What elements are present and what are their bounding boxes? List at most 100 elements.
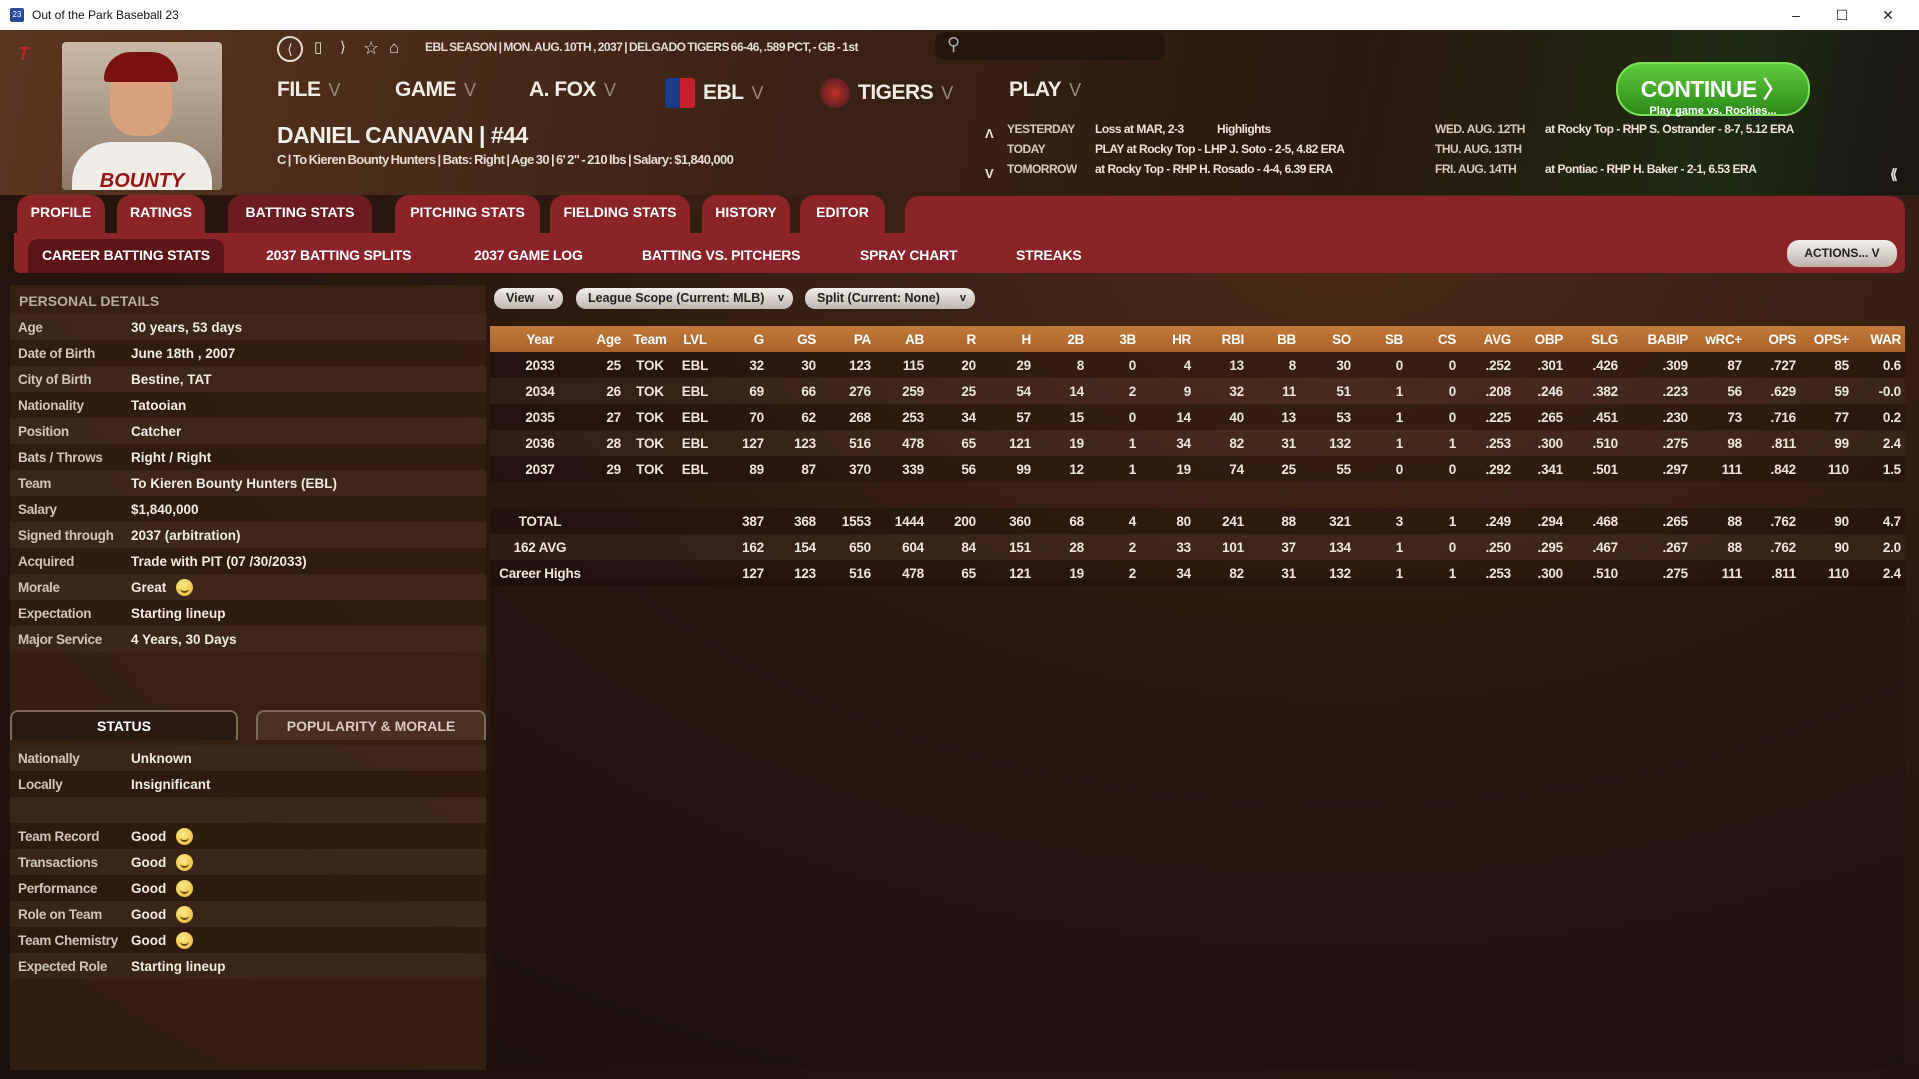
- column-header[interactable]: Team: [625, 326, 675, 352]
- table-row[interactable]: Career Highs 127 123 516 478 65 121 19 2 34 82 31 13…: [490, 560, 1905, 586]
- column-header[interactable]: H: [980, 326, 1035, 352]
- column-header[interactable]: SLG: [1567, 326, 1622, 352]
- cell-gs: 87: [768, 456, 820, 482]
- table-row[interactable]: 2036 28 TOK EBL 127 123 516 478 65 121 19 1 34 82 31 13…: [490, 430, 1905, 456]
- cell-babip: .267: [1622, 534, 1692, 560]
- close-button[interactable]: ✕: [1882, 7, 1894, 23]
- table-row[interactable]: 162 AVG 162 154 650 604 84 151 28 2 33 101 37 134 1 0.…: [490, 534, 1905, 560]
- back-icon[interactable]: ⟨: [277, 36, 303, 62]
- highlights-link[interactable]: Highlights: [1217, 122, 1271, 136]
- collapse-icon[interactable]: ⟪: [1890, 166, 1898, 182]
- scroll-up-icon[interactable]: Λ: [985, 126, 994, 141]
- cell-so: 30: [1300, 352, 1355, 378]
- tab-status[interactable]: STATUS: [10, 710, 238, 740]
- column-header[interactable]: OPS+: [1800, 326, 1853, 352]
- menu-play[interactable]: PLAY V: [1009, 78, 1081, 101]
- column-header[interactable]: CS: [1407, 326, 1460, 352]
- cell-h: 121: [980, 560, 1035, 586]
- tab-profile[interactable]: PROFILE: [17, 195, 105, 233]
- home-icon[interactable]: ⌂: [389, 38, 400, 57]
- cell-lvl: [675, 534, 715, 560]
- column-header[interactable]: OPS: [1746, 326, 1800, 352]
- column-header[interactable]: wRC+: [1692, 326, 1746, 352]
- cell-ab: 253: [875, 404, 928, 430]
- subtab-career-batting-stats[interactable]: CAREER BATTING STATS: [28, 239, 224, 273]
- column-header[interactable]: Year: [490, 326, 590, 352]
- minimize-button[interactable]: –: [1792, 7, 1800, 23]
- menu-manager[interactable]: A. FOX V: [529, 78, 616, 101]
- subtab-batting-splits[interactable]: 2037 BATTING SPLITS: [266, 247, 412, 263]
- cell-r: 34: [928, 404, 980, 430]
- cell-2b: 14: [1035, 378, 1088, 404]
- table-row[interactable]: TOTAL 387 368 1553 1444 200 360 68 4 80 241 88 321 3 1…: [490, 508, 1905, 534]
- column-header[interactable]: 2B: [1035, 326, 1088, 352]
- column-header[interactable]: WAR: [1853, 326, 1905, 352]
- tab-batting-stats[interactable]: BATTING STATS: [228, 195, 372, 233]
- column-header[interactable]: HR: [1140, 326, 1195, 352]
- continue-button[interactable]: CONTINUE 〉 Play game vs. Rockies...: [1616, 62, 1810, 117]
- table-row[interactable]: 2037 29 TOK EBL 89 87 370 339 56 99 12 1 19 74 25 55 0 0.…: [490, 456, 1905, 482]
- actions-button[interactable]: ACTIONS... V: [1787, 240, 1897, 267]
- tab-editor[interactable]: EDITOR: [800, 195, 885, 233]
- table-row[interactable]: 2034 26 TOK EBL 69 66 276 259 25 54 14 2 9 32 11 51 1 0.2…: [490, 378, 1905, 404]
- column-header[interactable]: RBI: [1195, 326, 1248, 352]
- column-header[interactable]: 3B: [1088, 326, 1140, 352]
- table-row[interactable]: 2035 27 TOK EBL 70 62 268 253 34 57 15 0 14 40 13 53 1 0.…: [490, 404, 1905, 430]
- cell-r: 20: [928, 352, 980, 378]
- cell-lvl: EBL: [675, 378, 715, 404]
- column-header[interactable]: BB: [1248, 326, 1300, 352]
- detail-label: Acquired: [18, 553, 75, 569]
- maximize-button[interactable]: ☐: [1835, 7, 1849, 23]
- window-title: Out of the Park Baseball 23: [32, 8, 179, 22]
- page-icon[interactable]: ▯: [314, 39, 323, 56]
- tab-popularity-morale[interactable]: POPULARITY & MORALE: [256, 710, 486, 740]
- split-dropdown[interactable]: Split (Current: None) v: [805, 288, 975, 309]
- detail-label: City of Birth: [18, 371, 92, 387]
- column-header[interactable]: R: [928, 326, 980, 352]
- cell-war: 4.7: [1853, 508, 1905, 534]
- column-header[interactable]: G: [715, 326, 768, 352]
- subtab-spray-chart[interactable]: SPRAY CHART: [860, 247, 958, 263]
- cell-pa: 370: [820, 456, 875, 482]
- menu-file[interactable]: FILE V: [277, 78, 341, 101]
- column-header[interactable]: OBP: [1515, 326, 1567, 352]
- column-header[interactable]: SO: [1300, 326, 1355, 352]
- menu-team[interactable]: TIGERS V: [820, 78, 953, 108]
- column-header[interactable]: Age: [590, 326, 625, 352]
- cell-rbi: 82: [1195, 560, 1248, 586]
- table-row[interactable]: 2033 25 TOK EBL 32 30 123 115 20 29 8 0 4 13 8 30 0 0.252…: [490, 352, 1905, 378]
- column-header[interactable]: PA: [820, 326, 875, 352]
- empty-area: [490, 580, 1905, 1070]
- subtab-game-log[interactable]: 2037 GAME LOG: [474, 247, 583, 263]
- column-header[interactable]: GS: [768, 326, 820, 352]
- scroll-down-icon[interactable]: V: [985, 166, 994, 181]
- menu-league[interactable]: EBL V: [665, 78, 763, 108]
- tab-fielding-stats[interactable]: FIELDING STATS: [550, 195, 690, 233]
- smiley-icon: [176, 827, 194, 845]
- cell-sb: 1: [1355, 378, 1407, 404]
- column-header[interactable]: SB: [1355, 326, 1407, 352]
- detail-value: 30 years, 53 days: [131, 320, 242, 335]
- subtab-streaks[interactable]: STREAKS: [1016, 247, 1082, 263]
- tab-history[interactable]: HISTORY: [702, 195, 790, 233]
- team-logo[interactable]: T: [18, 44, 29, 64]
- tab-pitching-stats[interactable]: PITCHING STATS: [395, 195, 540, 233]
- column-header[interactable]: LVL: [675, 326, 715, 352]
- menu-game[interactable]: GAME V: [395, 78, 476, 101]
- column-header[interactable]: AB: [875, 326, 928, 352]
- schedule-today[interactable]: PLAY at Rocky Top - LHP J. Soto - 2-5, 4…: [1095, 142, 1345, 156]
- cell-ops: .842: [1746, 456, 1800, 482]
- forward-icon[interactable]: ⟩: [340, 39, 346, 56]
- detail-label: Performance: [18, 880, 98, 896]
- cell-age: [590, 534, 625, 560]
- tab-ratings[interactable]: RATINGS: [117, 195, 205, 233]
- star-icon[interactable]: ☆: [363, 38, 380, 58]
- view-dropdown[interactable]: View v: [494, 288, 563, 309]
- column-header[interactable]: AVG: [1460, 326, 1515, 352]
- column-header[interactable]: BABIP: [1622, 326, 1692, 352]
- subtab-batting-vs-pitchers[interactable]: BATTING VS. PITCHERS: [642, 247, 801, 263]
- detail-value-text: Good: [131, 932, 167, 948]
- search-input[interactable]: ⚲: [935, 32, 1165, 60]
- league-scope-dropdown[interactable]: League Scope (Current: MLB) v: [576, 288, 793, 309]
- cell-babip: .223: [1622, 378, 1692, 404]
